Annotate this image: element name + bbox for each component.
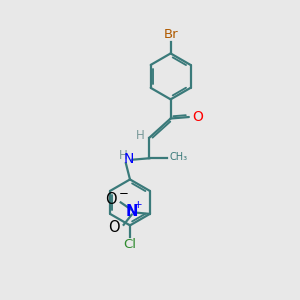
Text: H: H <box>118 148 127 161</box>
Text: O: O <box>109 220 120 235</box>
Text: H: H <box>136 129 145 142</box>
Text: Cl: Cl <box>124 238 136 251</box>
Text: −: − <box>119 187 129 200</box>
Text: N: N <box>124 152 134 166</box>
Text: +: + <box>134 200 143 210</box>
Text: O: O <box>105 192 117 207</box>
Text: Br: Br <box>163 28 178 41</box>
Text: CH₃: CH₃ <box>169 152 188 162</box>
Text: O: O <box>192 110 203 124</box>
Text: N: N <box>126 204 138 219</box>
